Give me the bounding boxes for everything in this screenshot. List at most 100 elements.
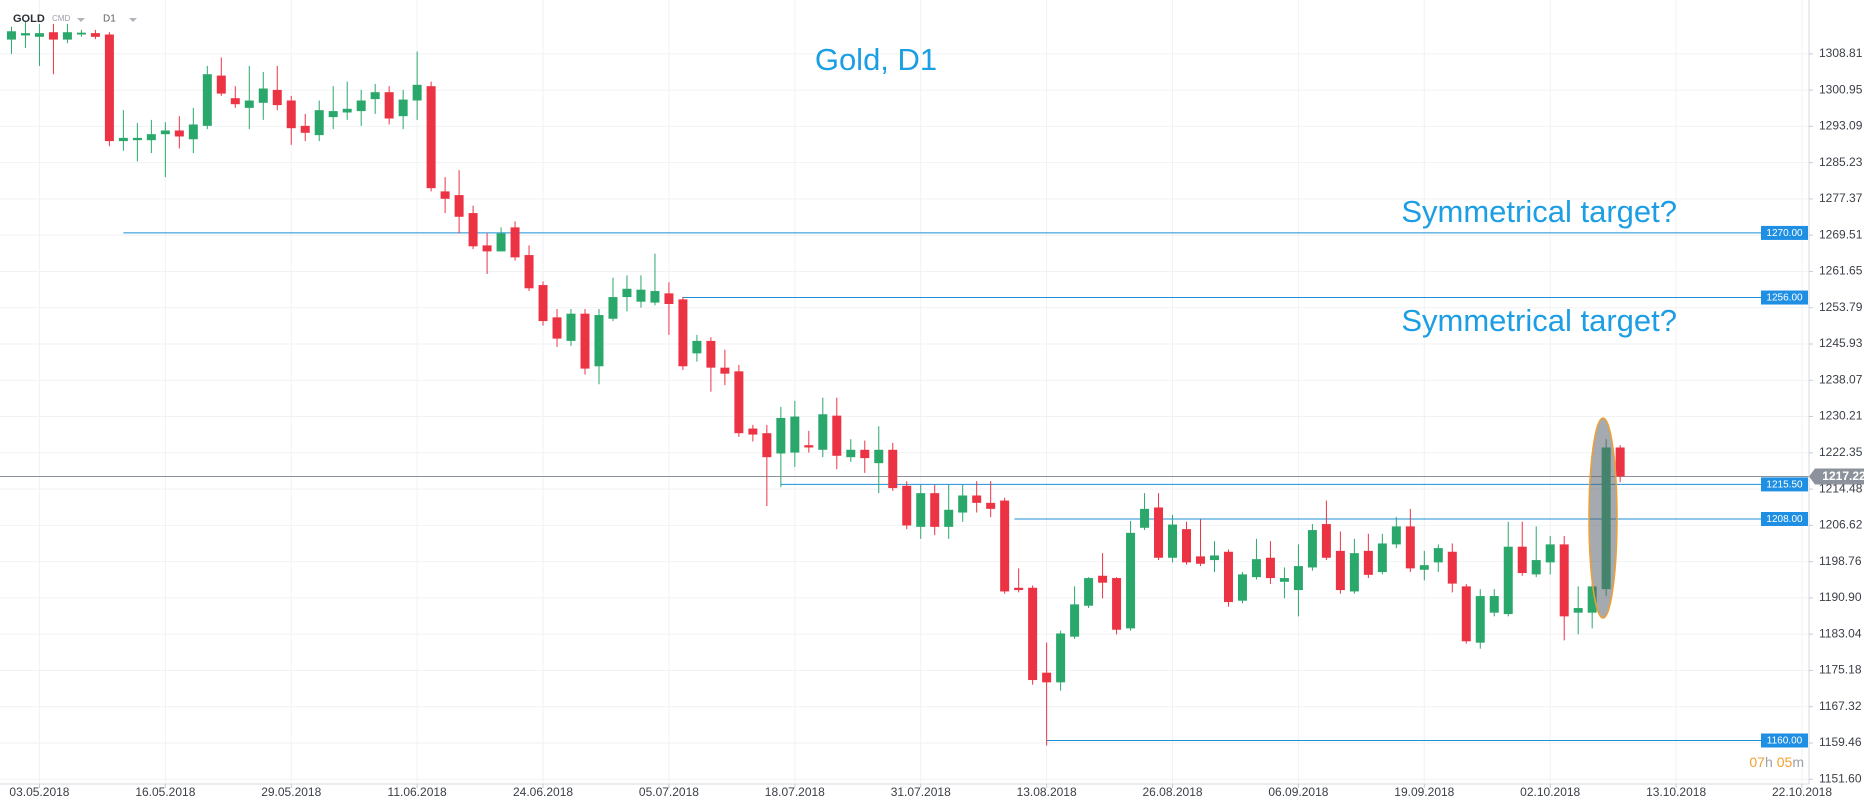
candle-body xyxy=(6,31,16,40)
candle-body xyxy=(538,285,548,322)
candle-body xyxy=(804,445,814,448)
candle-body xyxy=(188,124,198,140)
candle-body xyxy=(1391,526,1401,545)
candle-body xyxy=(832,415,842,456)
candle-body xyxy=(496,233,506,252)
y-tick-label: 1238.07 xyxy=(1819,372,1863,386)
candle-body xyxy=(1489,596,1499,613)
annotation: Symmetrical target? xyxy=(1401,303,1677,338)
y-tick-label: 1222.35 xyxy=(1819,445,1863,459)
candle-body xyxy=(1279,578,1289,582)
candle-body xyxy=(1433,548,1443,563)
x-tick-label: 31.07.2018 xyxy=(891,785,951,799)
candle-body xyxy=(1014,587,1024,591)
level-label: 1208.00 xyxy=(1766,514,1803,525)
candle-body xyxy=(356,100,366,112)
candle-body xyxy=(230,98,240,105)
candle-body xyxy=(986,502,996,509)
candle-body xyxy=(244,100,254,108)
price-label: 1217.22 xyxy=(1822,469,1866,483)
candle-body xyxy=(1195,556,1205,564)
x-tick-label: 03.05.2018 xyxy=(9,785,69,799)
candle-body xyxy=(202,74,212,126)
candle-body xyxy=(874,449,884,464)
timeframe[interactable]: D1 xyxy=(103,14,116,25)
y-tick-label: 1183.04 xyxy=(1819,626,1862,640)
candle-body xyxy=(762,433,772,458)
candle-body xyxy=(818,414,828,450)
dropdown-arrow[interactable] xyxy=(129,18,137,22)
x-tick-label: 19.09.2018 xyxy=(1394,785,1454,799)
y-tick-label: 1261.65 xyxy=(1819,264,1863,278)
candle-body xyxy=(944,509,954,527)
candle-body xyxy=(594,315,604,367)
candle-body xyxy=(1321,524,1331,558)
candle-body xyxy=(286,100,296,129)
x-tick-label: 24.06.2018 xyxy=(513,785,573,799)
candle-body xyxy=(118,137,128,142)
countdown-part: m xyxy=(1792,754,1804,770)
candle-body xyxy=(174,130,184,137)
candle-body xyxy=(664,293,674,304)
candle-body xyxy=(1503,546,1513,615)
symbol-kind: CMD xyxy=(52,14,70,23)
y-tick-label: 1269.51 xyxy=(1819,227,1863,241)
candle-body xyxy=(328,111,338,118)
candle-body xyxy=(678,299,688,367)
candle-body xyxy=(454,195,464,217)
candle-body xyxy=(1126,532,1136,629)
candle-body xyxy=(1405,526,1415,569)
x-tick-label: 18.07.2018 xyxy=(765,785,825,799)
candle-body xyxy=(1545,544,1555,563)
dropdown-arrow[interactable] xyxy=(77,18,85,22)
candle-body xyxy=(398,99,408,117)
y-tick-label: 1214.48 xyxy=(1819,481,1863,495)
candle-body xyxy=(1070,604,1080,637)
candle-body xyxy=(314,110,324,136)
candle-body xyxy=(510,227,520,258)
candle-body xyxy=(20,33,30,36)
symbol: GOLD xyxy=(13,13,45,25)
y-tick-label: 1300.95 xyxy=(1819,82,1863,96)
candle-body xyxy=(1573,608,1583,613)
candle-body xyxy=(1000,500,1010,592)
candle-body xyxy=(706,340,716,368)
candle-body xyxy=(748,428,758,435)
candle-body xyxy=(552,317,562,339)
candle-body xyxy=(48,32,58,40)
candle-body xyxy=(1223,551,1233,603)
x-tick-label: 13.08.2018 xyxy=(1017,785,1077,799)
level-tag xyxy=(1761,477,1808,492)
candle-body xyxy=(636,289,646,302)
candle-body xyxy=(1237,574,1247,601)
y-tick-label: 1151.60 xyxy=(1819,771,1862,785)
candle-body xyxy=(1335,550,1345,591)
candle-body xyxy=(482,245,492,252)
candle-body xyxy=(1461,586,1471,642)
candle-body xyxy=(440,191,450,199)
candle-body xyxy=(1028,587,1038,681)
candle-body xyxy=(1056,633,1066,683)
candle-body xyxy=(146,134,156,141)
candle-body xyxy=(76,32,86,35)
highlight-ellipse xyxy=(1588,417,1618,619)
y-tick-label: 1285.23 xyxy=(1819,155,1863,169)
level-tag xyxy=(1761,290,1808,305)
countdown: 07h 05m xyxy=(1749,754,1804,770)
y-tick-label: 1206.62 xyxy=(1819,518,1863,532)
candle-body xyxy=(104,34,114,142)
y-tick-label: 1175.18 xyxy=(1819,663,1862,677)
candle-body xyxy=(1293,566,1303,591)
candle-body xyxy=(384,92,394,119)
candle-body xyxy=(216,75,226,94)
price-tag xyxy=(1809,468,1864,485)
candle-body xyxy=(972,495,982,503)
candle-body xyxy=(608,297,618,319)
candle-body xyxy=(580,313,590,369)
candle-body xyxy=(1140,508,1150,528)
x-tick-label: 16.05.2018 xyxy=(135,785,195,799)
x-tick-label: 06.09.2018 xyxy=(1268,785,1328,799)
candle-body xyxy=(734,371,744,434)
annotation: Symmetrical target? xyxy=(1401,194,1677,229)
